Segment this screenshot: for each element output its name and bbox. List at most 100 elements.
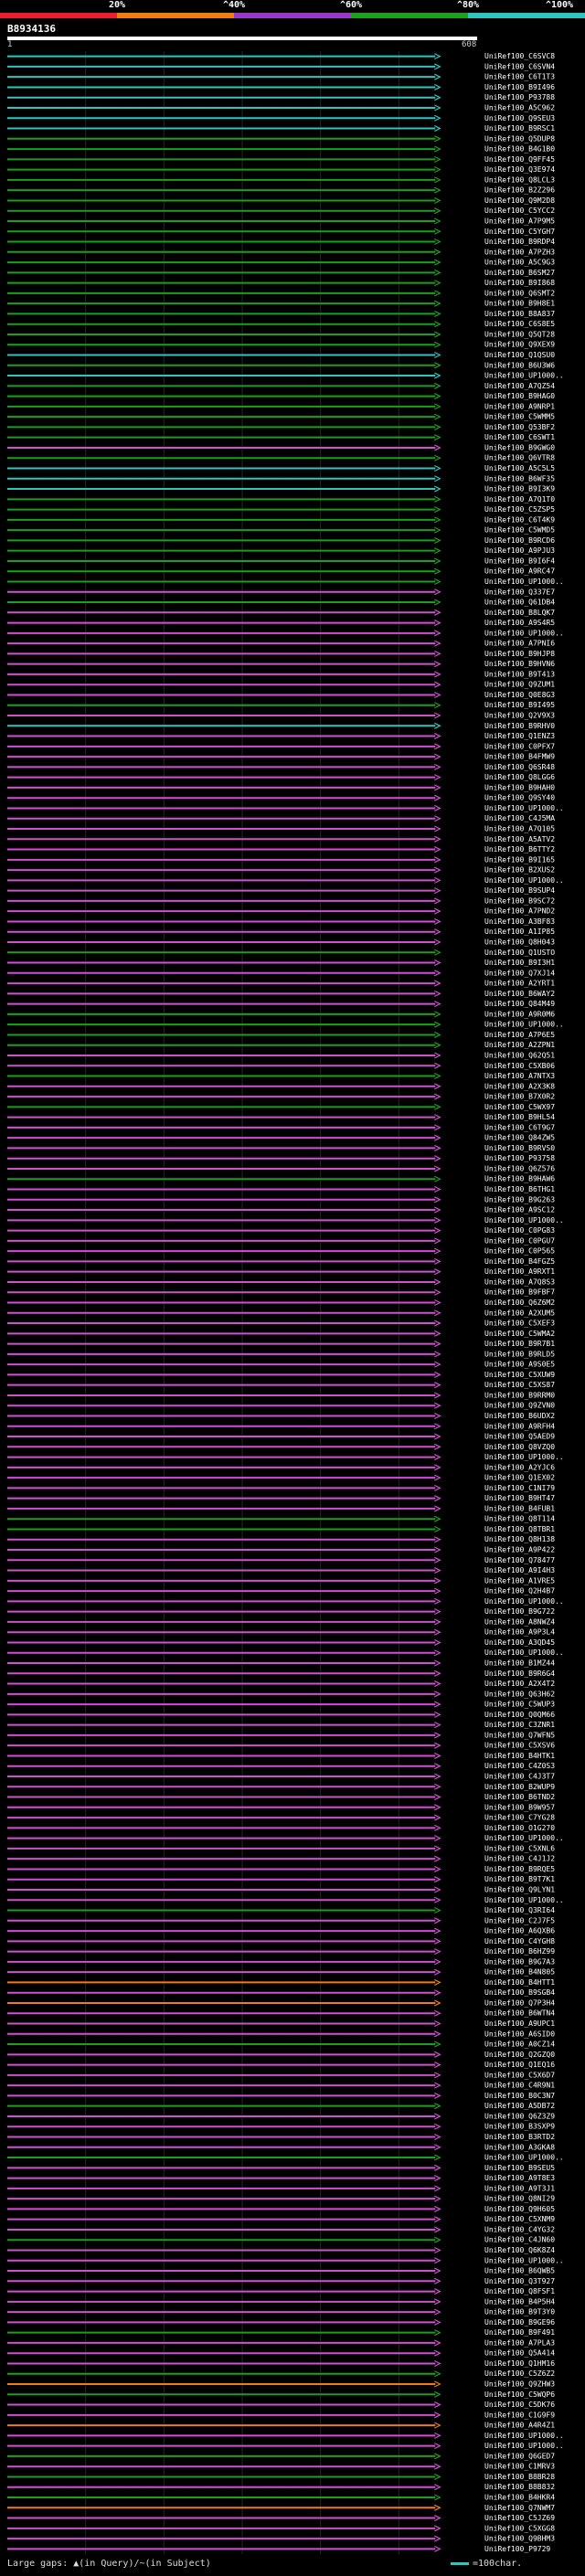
hit-label[interactable]: UniRef100_P9729	[484, 2545, 550, 2553]
hit-label[interactable]: UniRef100_Q62Q51	[484, 1051, 555, 1059]
hit-label[interactable]: UniRef100_A7PLA3	[484, 2338, 555, 2347]
hit-label[interactable]: UniRef100_C5WUP3	[484, 1701, 555, 1709]
hit-label[interactable]: UniRef100_C5XSV6	[484, 1742, 555, 1750]
hit-label[interactable]: UniRef100_Q1EX02	[484, 1474, 555, 1482]
hit-label[interactable]: UniRef100_B6WF35	[484, 474, 555, 482]
hit-label[interactable]: UniRef100_B9HL54	[484, 1113, 555, 1121]
hit-label[interactable]: UniRef100_A2X4T2	[484, 1680, 555, 1688]
hit-label[interactable]: UniRef100_A4R4Z1	[484, 2422, 555, 2430]
hit-label[interactable]: UniRef100_C5WMM5	[484, 413, 555, 421]
hit-label[interactable]: UniRef100_Q84ZW5	[484, 1134, 555, 1142]
hit-label[interactable]: UniRef100_B0C3N7	[484, 2092, 555, 2100]
hit-label[interactable]: UniRef100_Q8H138	[484, 1535, 555, 1543]
hit-label[interactable]: UniRef100_A3QD45	[484, 1638, 555, 1647]
hit-label[interactable]: UniRef100_A2ZPN1	[484, 1041, 555, 1049]
hit-label[interactable]: UniRef100_B9G263	[484, 1195, 555, 1203]
hit-label[interactable]: UniRef100_P93758	[484, 1154, 555, 1162]
hit-label[interactable]: UniRef100_B3SXP9	[484, 2123, 555, 2131]
hit-label[interactable]: UniRef100_C6SVC8	[484, 52, 555, 60]
hit-label[interactable]: UniRef100_C0PGU7	[484, 1236, 555, 1245]
hit-label[interactable]: UniRef100_B4FGZ5	[484, 1257, 555, 1266]
hit-label[interactable]: UniRef100_B9R6G4	[484, 1670, 555, 1678]
hit-label[interactable]: UniRef100_B4HTT1	[484, 1978, 555, 1987]
hit-label[interactable]: UniRef100_C5WQP6	[484, 2390, 555, 2399]
hit-label[interactable]: UniRef100_B6TND2	[484, 1793, 555, 1801]
hit-label[interactable]: UniRef100_B2XUS2	[484, 866, 555, 875]
hit-label[interactable]: UniRef100_B8LQK7	[484, 609, 555, 617]
hit-label[interactable]: UniRef100_Q53BF2	[484, 423, 555, 431]
hit-label[interactable]: UniRef100_C7YG28	[484, 1814, 555, 1822]
hit-label[interactable]: UniRef100_A7PZH3	[484, 248, 555, 256]
hit-label[interactable]: UniRef100_B9H8E1	[484, 300, 555, 308]
hit-label[interactable]: UniRef100_B9GE96	[484, 2318, 555, 2327]
hit-label[interactable]: UniRef100_Q1QSU0	[484, 351, 555, 359]
hit-label[interactable]: UniRef100_Q8NI29	[484, 2195, 555, 2203]
hit-label[interactable]: UniRef100_B9T413	[484, 670, 555, 678]
hit-label[interactable]: UniRef100_C6SWT1	[484, 433, 555, 441]
hit-label[interactable]: UniRef100_C6T9G7	[484, 1123, 555, 1131]
hit-label[interactable]: UniRef100_Q78477	[484, 1556, 555, 1564]
hit-label[interactable]: UniRef100_Q61DB4	[484, 599, 555, 607]
hit-label[interactable]: UniRef100_B9RSC1	[484, 124, 555, 133]
hit-label[interactable]: UniRef100_Q1HM16	[484, 2359, 555, 2368]
hit-label[interactable]: UniRef100_B9I495	[484, 701, 555, 709]
hit-label[interactable]: UniRef100_Q5QT28	[484, 330, 555, 338]
hit-label[interactable]: UniRef100_A7P9M5	[484, 217, 555, 225]
hit-label[interactable]: UniRef100_Q1USTO	[484, 949, 555, 957]
hit-label[interactable]: UniRef100_A9P422	[484, 1546, 555, 1554]
hit-label[interactable]: UniRef100_B6UDX2	[484, 1412, 555, 1420]
hit-label[interactable]: UniRef100_Q7XJ14	[484, 969, 555, 977]
hit-label[interactable]: UniRef100_UP1000..	[484, 1453, 564, 1461]
hit-label[interactable]: UniRef100_C6SVN4	[484, 62, 555, 70]
hit-label[interactable]: UniRef100_C5WMD5	[484, 526, 555, 535]
hit-label[interactable]: UniRef100_C5X6D7	[484, 2071, 555, 2079]
hit-label[interactable]: UniRef100_B9I6F4	[484, 557, 555, 565]
hit-label[interactable]: UniRef100_C5WMA2	[484, 1330, 555, 1338]
hit-label[interactable]: UniRef100_Q8LGG6	[484, 773, 555, 781]
hit-label[interactable]: UniRef100_Q0E8G3	[484, 691, 555, 699]
hit-label[interactable]: UniRef100_C5XB06	[484, 1062, 555, 1070]
hit-label[interactable]: UniRef100_Q7NWM7	[484, 2504, 555, 2512]
hit-label[interactable]: UniRef100_A0CZ14	[484, 2041, 555, 2049]
hit-label[interactable]: UniRef100_A7P6E5	[484, 1031, 555, 1039]
hit-label[interactable]: UniRef100_Q2H4B7	[484, 1587, 555, 1595]
hit-label[interactable]: UniRef100_B4N805	[484, 1968, 555, 1977]
hit-label[interactable]: UniRef100_C2J7F5	[484, 1916, 555, 1924]
hit-label[interactable]: UniRef100_B9HAG0	[484, 392, 555, 400]
hit-label[interactable]: UniRef100_C5WX97	[484, 1103, 555, 1111]
hit-label[interactable]: UniRef100_A3GKA8	[484, 2143, 555, 2151]
hit-label[interactable]: UniRef100_UP1000..	[484, 578, 564, 586]
hit-label[interactable]: UniRef100_A6QXB6	[484, 1927, 555, 1935]
hit-label[interactable]: UniRef100_Q7P3H4	[484, 1998, 555, 2007]
hit-label[interactable]: UniRef100_C4YGH8	[484, 1937, 555, 1945]
hit-label[interactable]: UniRef100_C3ZNR1	[484, 1721, 555, 1729]
hit-label[interactable]: UniRef100_Q5A414	[484, 2349, 555, 2358]
hit-label[interactable]: UniRef100_B9I496	[484, 83, 555, 91]
hit-label[interactable]: UniRef100_Q6Z6M2	[484, 1299, 555, 1307]
hit-label[interactable]: UniRef100_B9I868	[484, 279, 555, 287]
hit-label[interactable]: UniRef100_C5XEF3	[484, 1320, 555, 1328]
hit-label[interactable]: UniRef100_B9RQE5	[484, 1865, 555, 1873]
hit-label[interactable]: UniRef100_B2Z296	[484, 186, 555, 195]
hit-label[interactable]: UniRef100_Q3E974	[484, 165, 555, 174]
hit-label[interactable]: UniRef100_C5XNM9	[484, 2215, 555, 2223]
hit-label[interactable]: UniRef100_B9T7K1	[484, 1875, 555, 1883]
hit-label[interactable]: UniRef100_B9SGB4	[484, 1988, 555, 1997]
hit-label[interactable]: UniRef100_UP1000..	[484, 2256, 564, 2264]
hit-label[interactable]: UniRef100_B9SC72	[484, 896, 555, 905]
hit-label[interactable]: UniRef100_B9SUP4	[484, 886, 555, 895]
hit-label[interactable]: UniRef100_B9G7A3	[484, 1957, 555, 1966]
hit-label[interactable]: UniRef100_C0PG83	[484, 1226, 555, 1235]
hit-label[interactable]: UniRef100_Q9ZVN0	[484, 1402, 555, 1410]
hit-label[interactable]: UniRef100_B9I3H1	[484, 959, 555, 967]
hit-label[interactable]: UniRef100_Q6SR48	[484, 763, 555, 771]
hit-label[interactable]: UniRef100_B9R7B1	[484, 1340, 555, 1348]
hit-label[interactable]: UniRef100_Q9SEU3	[484, 114, 555, 122]
hit-label[interactable]: UniRef100_C4J3T7	[484, 1772, 555, 1780]
hit-label[interactable]: UniRef100_C5XS87	[484, 1381, 555, 1389]
hit-label[interactable]: UniRef100_Q63H62	[484, 1690, 555, 1698]
hit-label[interactable]: UniRef100_A5DB72	[484, 2102, 555, 2110]
hit-label[interactable]: UniRef100_Q0QM66	[484, 1711, 555, 1719]
hit-label[interactable]: UniRef100_Q9H605	[484, 2205, 555, 2213]
hit-label[interactable]: UniRef100_C4J5MA	[484, 814, 555, 822]
